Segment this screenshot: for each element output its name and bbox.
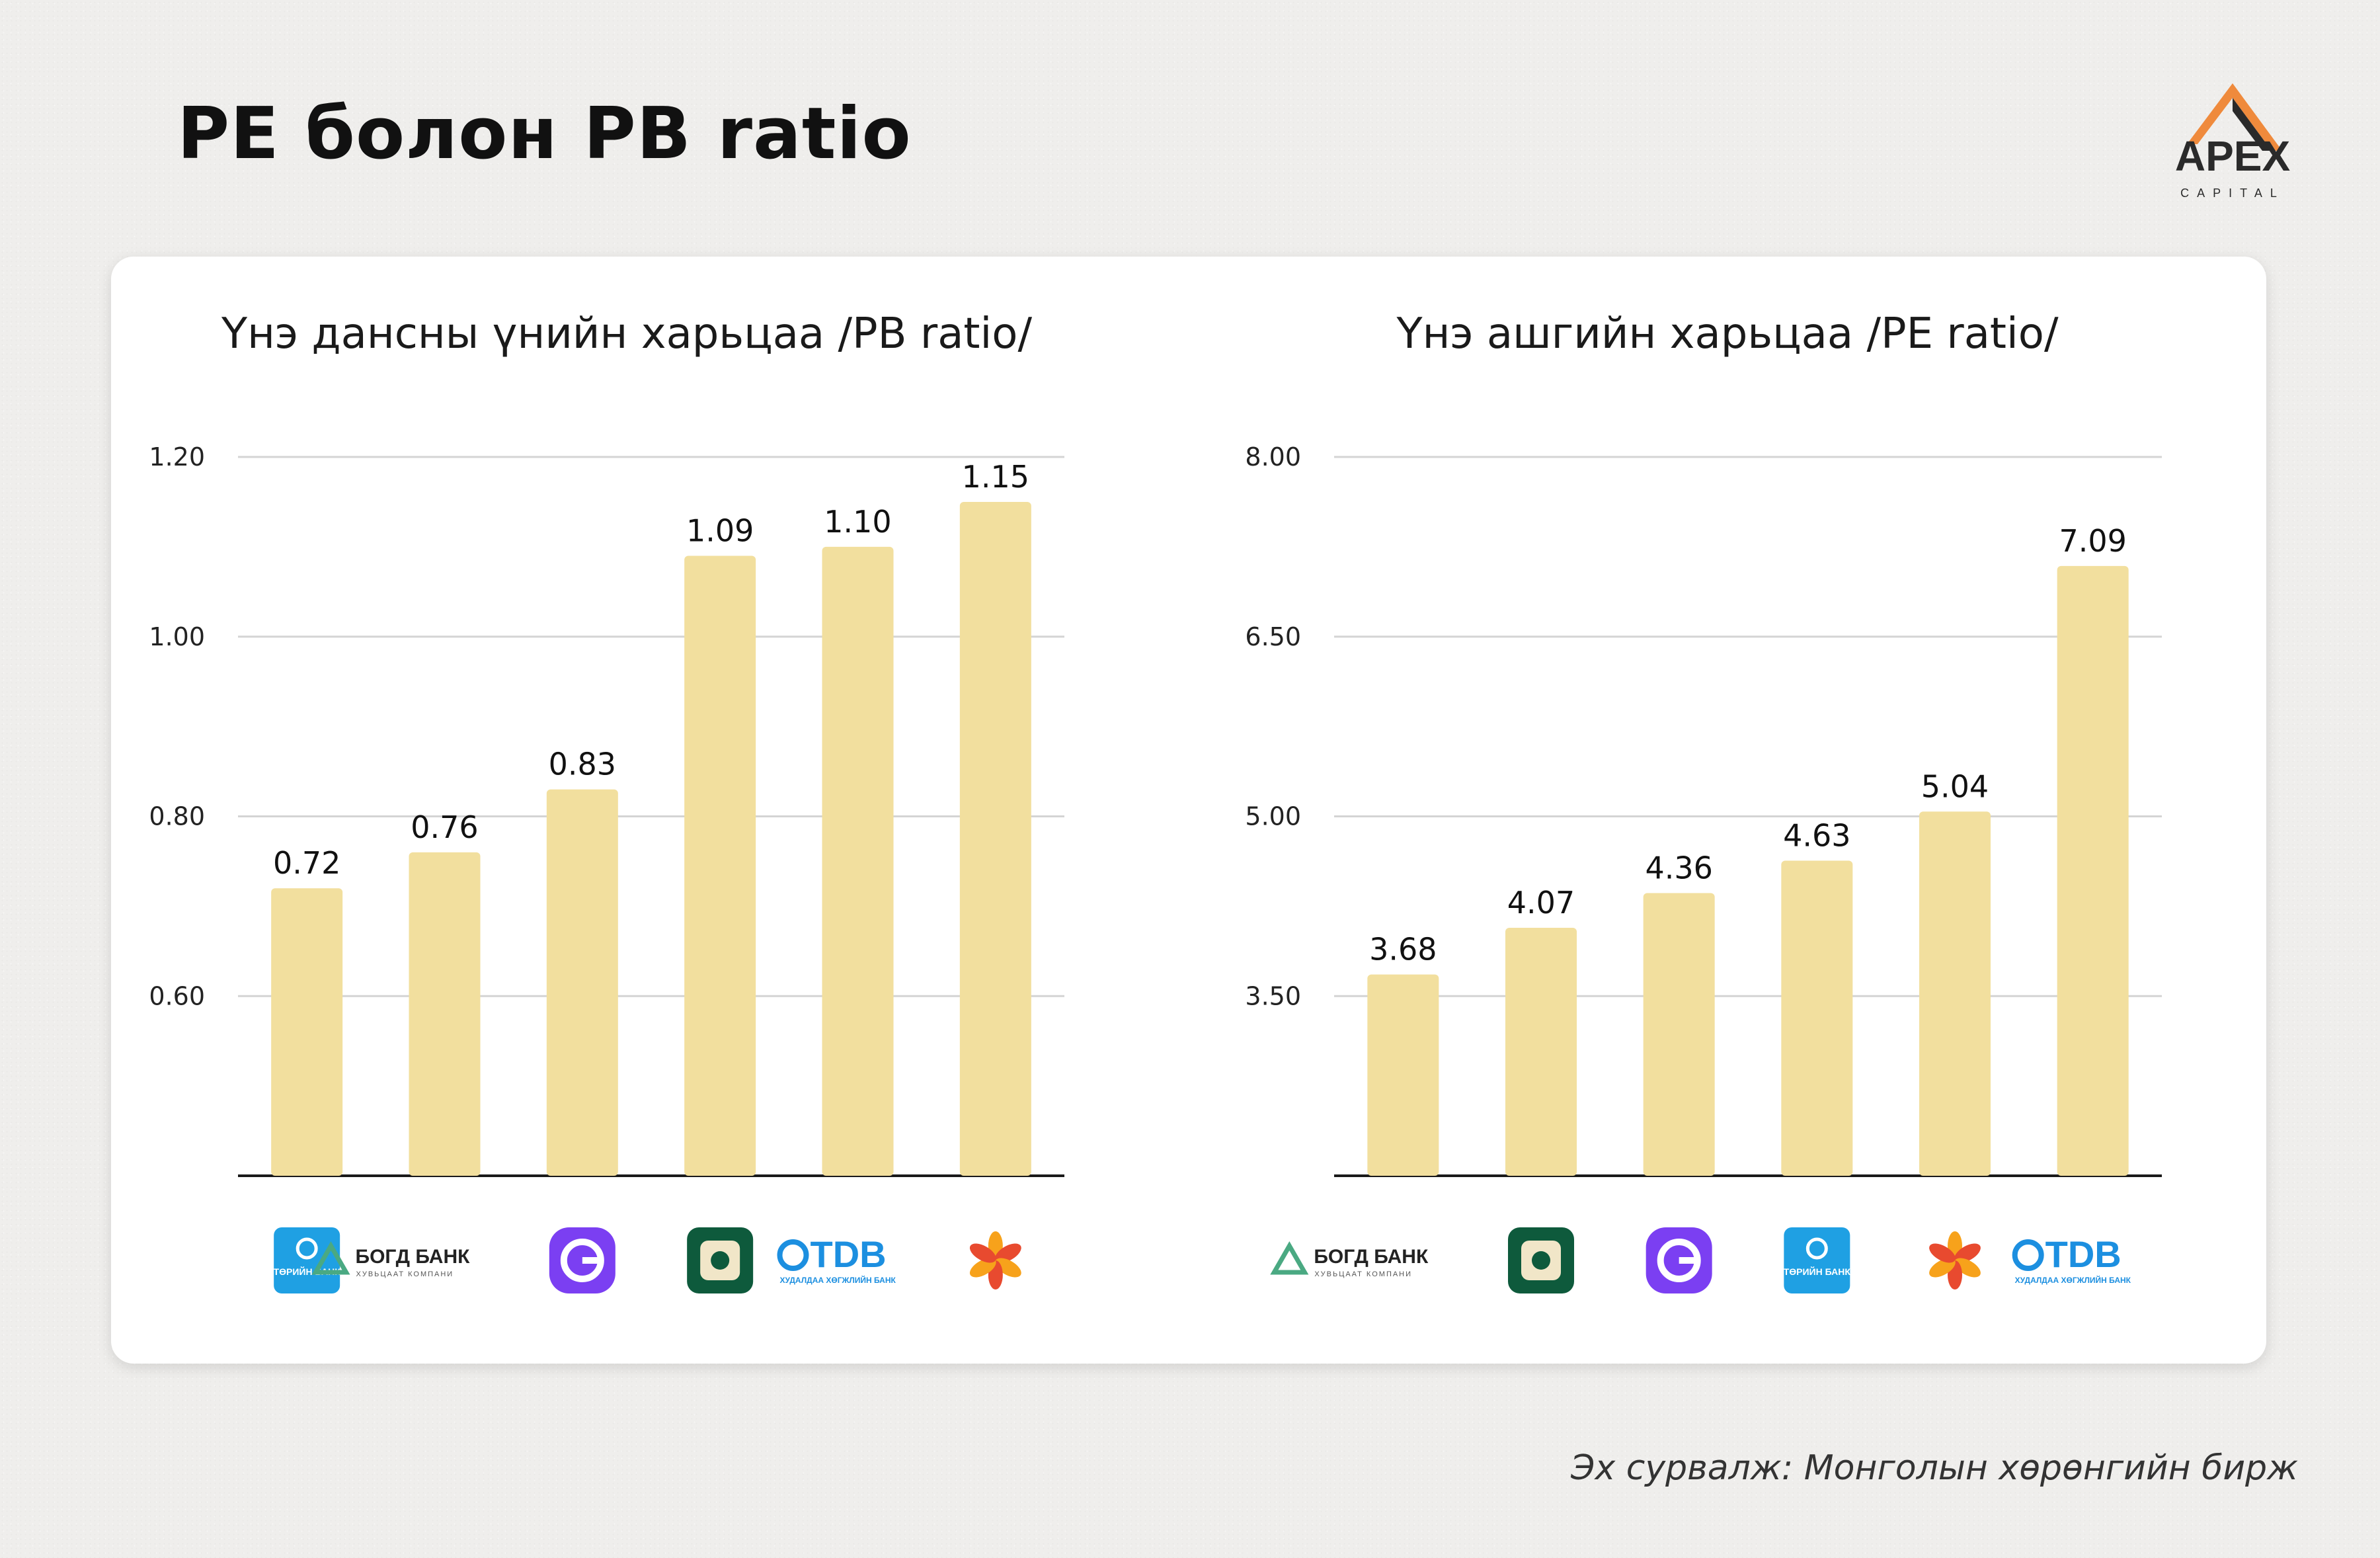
pe-xac-bank-logo [1929,1231,1981,1290]
pe-bogd-bank-logo: БОГД БАНК ХУВЬЦААТ КОМПАНИ [1270,1241,1429,1278]
pe-bar-khan [1505,927,1577,1176]
pb-value-label: 1.15 [962,459,1029,495]
apex-capital-logo: APEX CAPITAL [2175,83,2291,200]
pb-value-label: 1.09 [686,512,754,548]
pb-bogd-logo-subtext: ХУВЬЦААТ КОМПАНИ [356,1270,454,1278]
pb-bar-golomt [546,789,618,1176]
pe-bar-golomt [1643,893,1715,1176]
apex-mountain-icon [2187,83,2282,151]
pb-bogd-bank-logo: БОГД БАНК ХУВЬЦААТ КОМПАНИ [311,1241,471,1278]
pe-bar-tdb [2057,565,2129,1176]
pe-bogd-logo-subtext: ХУВЬЦААТ КОМПАНИ [1314,1270,1412,1278]
pb-tdb-logo-subtext: ХУДАЛДАА ХӨГЖЛИЙН БАНК [780,1275,896,1285]
pb-xac-bank-logo [969,1231,1021,1290]
charts-svg: 0.60 0.80 1.00 1.20 0.72 ТӨРИЙН БАНК 0.76 БОГД … [149,442,2162,1293]
pb-bar-tdb [822,546,894,1176]
pb-bogd-logo-text: БОГД БАНК [356,1246,471,1268]
pb-bar-torin [271,888,343,1176]
pb-value-label: 0.76 [411,809,478,845]
pb-ytick-label: 0.80 [149,802,205,831]
pe-chart-title: Үнэ ашгийн харьцаа /PE ratio/ [1396,309,2059,358]
pe-bar-bogd [1367,974,1439,1176]
pe-torin-bank-logo: ТӨРИЙН БАНК [1784,1227,1851,1293]
pe-value-label: 3.68 [1369,932,1437,967]
pe-value-label: 7.09 [2059,523,2126,559]
pb-value-label: 0.72 [273,845,340,881]
pb-ytick-label: 0.60 [149,981,205,1010]
pb-tdb-logo-text: TDB [811,1233,887,1275]
apex-logo-subtext: CAPITAL [2180,186,2285,200]
pe-ytick-label: 6.50 [1245,622,1301,651]
pb-bar-khan [684,555,756,1176]
pb-bar-xac [959,501,1031,1176]
pe-value-label: 4.36 [1645,850,1712,885]
pb-torin-bank-logo: ТӨРИЙН БАНК [274,1227,340,1293]
pb-value-label: 0.83 [549,747,616,782]
pe-bogd-logo-text: БОГД БАНК [1314,1246,1429,1268]
pb-chart-title: Үнэ дансны үнийн харьцаа /PB ratio/ [221,309,1033,358]
pe-ytick-label: 3.50 [1245,981,1301,1010]
pe-bar-torin [1781,860,1853,1176]
pe-tdb-logo-text: TDB [2045,1233,2122,1275]
apex-logo-text: APEX [2175,132,2291,180]
pb-ytick-label: 1.00 [149,622,205,651]
pe-golomt-bank-logo [1646,1227,1712,1293]
pe-tdb-logo-subtext: ХУДАЛДАА ХӨГЖЛИЙН БАНК [2015,1275,2131,1285]
page-title: PE болон PB ratio [177,93,912,175]
charts-card: Үнэ дансны үнийн харьцаа /PB ratio/ Үнэ … [111,257,2266,1364]
pb-ytick-label: 1.20 [149,442,205,472]
pe-khan-bank-logo [1508,1227,1574,1293]
pe-ytick-label: 5.00 [1245,802,1301,831]
pb-bar-bogd [409,852,481,1176]
pe-value-label: 4.07 [1507,885,1575,921]
pb-value-label: 1.10 [824,504,891,540]
pe-bar-xac [1919,811,1991,1176]
pe-ytick-label: 8.00 [1245,442,1301,472]
pe-torin-logo-text: ТӨРИЙН БАНК [1784,1266,1851,1277]
pb-khan-bank-logo [687,1227,754,1293]
pe-value-label: 4.63 [1783,818,1850,854]
source-note: Эх сурвалж: Монголын хөрөнгийн бирж [1571,1448,2298,1488]
pe-value-label: 5.04 [1921,768,1989,804]
pb-golomt-bank-logo [549,1227,615,1293]
